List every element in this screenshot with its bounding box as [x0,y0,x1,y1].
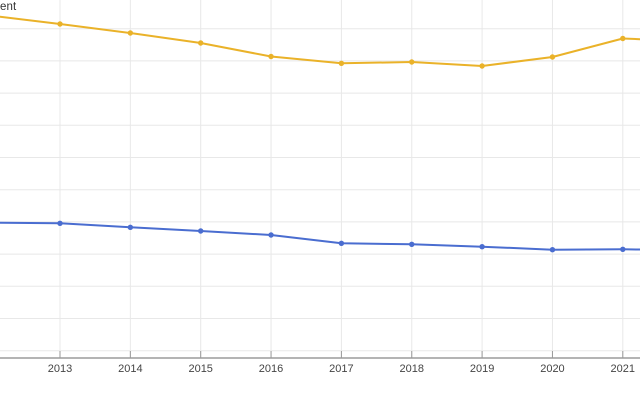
lower-blue-series-point [620,246,626,252]
upper-yellow-series-point [620,35,626,42]
upper-yellow-series-point [479,63,485,69]
lower-blue-series-point [479,244,485,250]
upper-yellow-series-line [0,15,640,67]
lower-blue-series-point [198,228,204,234]
lower-blue-series-point [268,232,274,238]
lower-blue-series-point [409,241,415,247]
x-axis-tick-label: 2018 [400,363,424,375]
y-axis-title: ent [0,1,17,13]
upper-yellow-series-point [127,30,134,36]
x-axis-tick-label: 2021 [611,363,635,375]
lower-blue-series-point [57,220,63,226]
x-axis-tick-label: 2013 [48,363,72,375]
upper-yellow-series-point [198,40,204,46]
upper-yellow-series-point [268,53,274,60]
x-axis-tick-label: 2015 [188,363,212,375]
lower-blue-series-point [338,240,345,246]
lower-blue-series-line [0,221,640,251]
upper-yellow-series-point [409,59,415,65]
x-axis-tick-label: 2020 [540,363,564,375]
x-axis-tick-label: 2017 [329,363,353,375]
x-axis-tick-label: 2014 [118,363,142,375]
lower-blue-series-point [127,224,134,230]
upper-yellow-series-point [338,60,345,66]
lower-blue-series-point [549,247,556,253]
upper-yellow-series-point [549,54,556,60]
x-axis-tick-label: 2016 [259,363,283,375]
x-axis-tick-label: 2019 [470,363,494,375]
upper-yellow-series-point [57,21,63,27]
